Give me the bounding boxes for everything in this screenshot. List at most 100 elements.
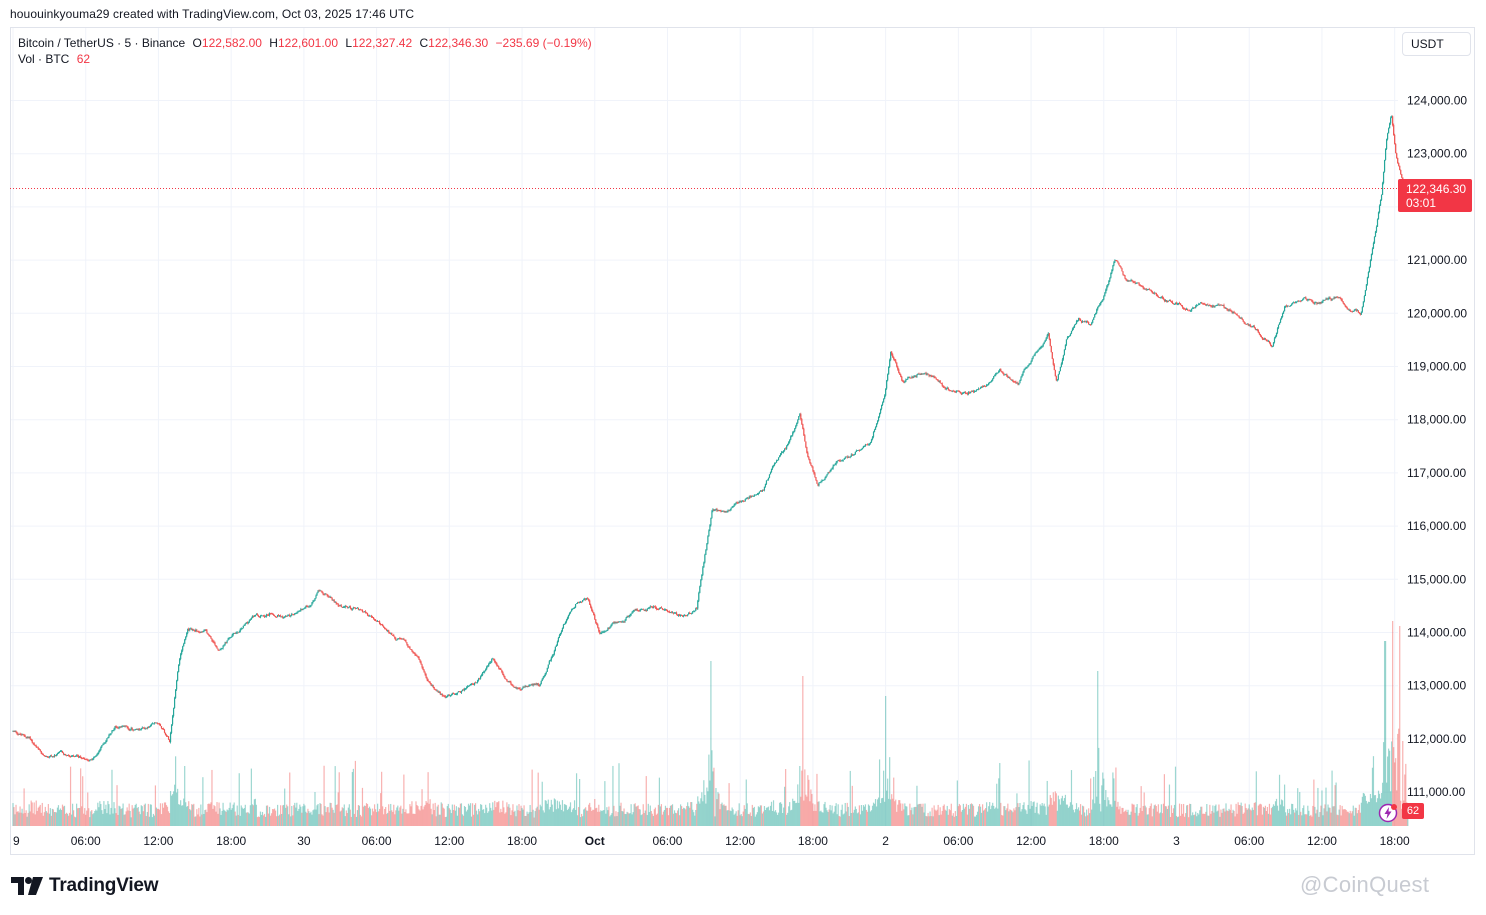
candle-body bbox=[508, 681, 510, 683]
volume-bar bbox=[679, 815, 681, 826]
volume-bar bbox=[1254, 802, 1256, 826]
candle-body bbox=[440, 693, 442, 695]
candle-body bbox=[1212, 305, 1214, 307]
candle-body bbox=[1251, 326, 1253, 328]
candle-body bbox=[765, 480, 768, 484]
candle-body bbox=[142, 727, 144, 729]
volume-bar bbox=[104, 808, 106, 826]
candle-body bbox=[297, 611, 299, 613]
candle-body bbox=[628, 616, 630, 617]
volume-bar bbox=[351, 772, 353, 826]
candle-body bbox=[249, 619, 251, 621]
alert-lightning-icon[interactable] bbox=[1378, 803, 1398, 823]
volume-bar bbox=[1122, 807, 1124, 826]
candle-body bbox=[17, 733, 19, 735]
volume-bar bbox=[1355, 807, 1357, 826]
candle-body bbox=[345, 605, 347, 607]
candle-body bbox=[817, 483, 819, 486]
volume-bar bbox=[575, 773, 578, 826]
candle-body bbox=[334, 602, 336, 603]
volume-bar bbox=[285, 807, 287, 826]
candle-body bbox=[891, 351, 893, 355]
volume-bar bbox=[797, 784, 799, 826]
candle-body bbox=[358, 609, 361, 611]
candle-body bbox=[701, 574, 703, 580]
volume-bar bbox=[1229, 810, 1231, 826]
candle-body bbox=[320, 590, 322, 592]
candle-body bbox=[1359, 313, 1361, 315]
candle-body bbox=[379, 621, 381, 625]
candle-body bbox=[466, 686, 469, 688]
volume-bar bbox=[888, 798, 890, 826]
candle-body bbox=[365, 612, 368, 614]
volume-bar bbox=[1002, 815, 1004, 826]
volume-row: Vol · BTC 62 bbox=[18, 51, 592, 67]
volume-bar bbox=[456, 815, 458, 826]
volume-bar bbox=[1000, 802, 1002, 826]
volume-bar bbox=[987, 811, 989, 826]
volume-bar bbox=[890, 799, 892, 826]
candle-body bbox=[945, 388, 947, 390]
candle-body bbox=[772, 465, 775, 467]
candle-body bbox=[1256, 329, 1258, 331]
candle-body bbox=[680, 614, 682, 617]
volume-label[interactable]: Vol · BTC bbox=[18, 52, 70, 66]
candle-body bbox=[1315, 302, 1317, 304]
symbol-title[interactable]: Bitcoin / TetherUS · 5 · Binance bbox=[18, 36, 186, 50]
candle-body bbox=[390, 632, 392, 634]
candle-body bbox=[1379, 200, 1382, 206]
volume-bar bbox=[666, 807, 669, 826]
volume-bar bbox=[871, 805, 874, 826]
candle-body bbox=[1110, 273, 1112, 278]
volume-bar bbox=[1204, 813, 1206, 826]
volume-bar bbox=[235, 815, 237, 826]
candle-body bbox=[736, 502, 738, 504]
volume-bar bbox=[533, 817, 535, 826]
candle-body bbox=[539, 683, 541, 686]
volume-bar bbox=[1081, 805, 1084, 826]
volume-bar bbox=[113, 802, 115, 826]
time-tick-label: 18:00 bbox=[216, 834, 246, 848]
volume-bar bbox=[220, 814, 222, 826]
candle-body bbox=[1079, 319, 1082, 321]
candle-body bbox=[607, 628, 609, 631]
volume-bar bbox=[843, 813, 845, 826]
volume-bar bbox=[304, 805, 306, 826]
volume-bar bbox=[677, 808, 680, 826]
volume-bar bbox=[762, 811, 765, 826]
candle-body bbox=[47, 756, 49, 758]
volume-bar bbox=[1067, 807, 1070, 826]
time-tick-label: 06:00 bbox=[652, 834, 682, 848]
volume-bar bbox=[740, 814, 742, 826]
volume-bar bbox=[1146, 814, 1148, 826]
time-tick-label: 12:00 bbox=[434, 834, 464, 848]
volume-bar bbox=[540, 806, 542, 826]
candle-body bbox=[668, 611, 671, 613]
volume-bar bbox=[90, 811, 92, 826]
volume-bar bbox=[62, 806, 65, 826]
candle-body bbox=[286, 616, 288, 617]
volume-bar bbox=[258, 816, 261, 826]
volume-bar bbox=[1212, 805, 1214, 826]
candle-body bbox=[308, 606, 310, 608]
candle-body bbox=[1132, 281, 1134, 282]
volume-bar bbox=[618, 763, 620, 826]
candle-body bbox=[1316, 302, 1318, 304]
tradingview-logo[interactable]: TradingView bbox=[11, 874, 159, 898]
currency-button[interactable]: USDT bbox=[1402, 32, 1471, 56]
price-tick-label: 124,000.00 bbox=[1407, 94, 1467, 108]
volume-bar bbox=[517, 810, 519, 826]
volume-bar bbox=[1129, 814, 1131, 826]
volume-bar bbox=[766, 807, 769, 826]
volume-bar bbox=[1319, 812, 1321, 826]
candle-body bbox=[707, 536, 709, 544]
candle-body bbox=[385, 628, 387, 630]
candle-body bbox=[1197, 304, 1199, 306]
candle-body bbox=[399, 638, 401, 639]
volume-bar bbox=[1394, 762, 1396, 826]
candle-body bbox=[1375, 226, 1378, 232]
candle-body bbox=[116, 726, 118, 728]
candle-body bbox=[512, 685, 514, 687]
volume-bar bbox=[389, 810, 391, 826]
